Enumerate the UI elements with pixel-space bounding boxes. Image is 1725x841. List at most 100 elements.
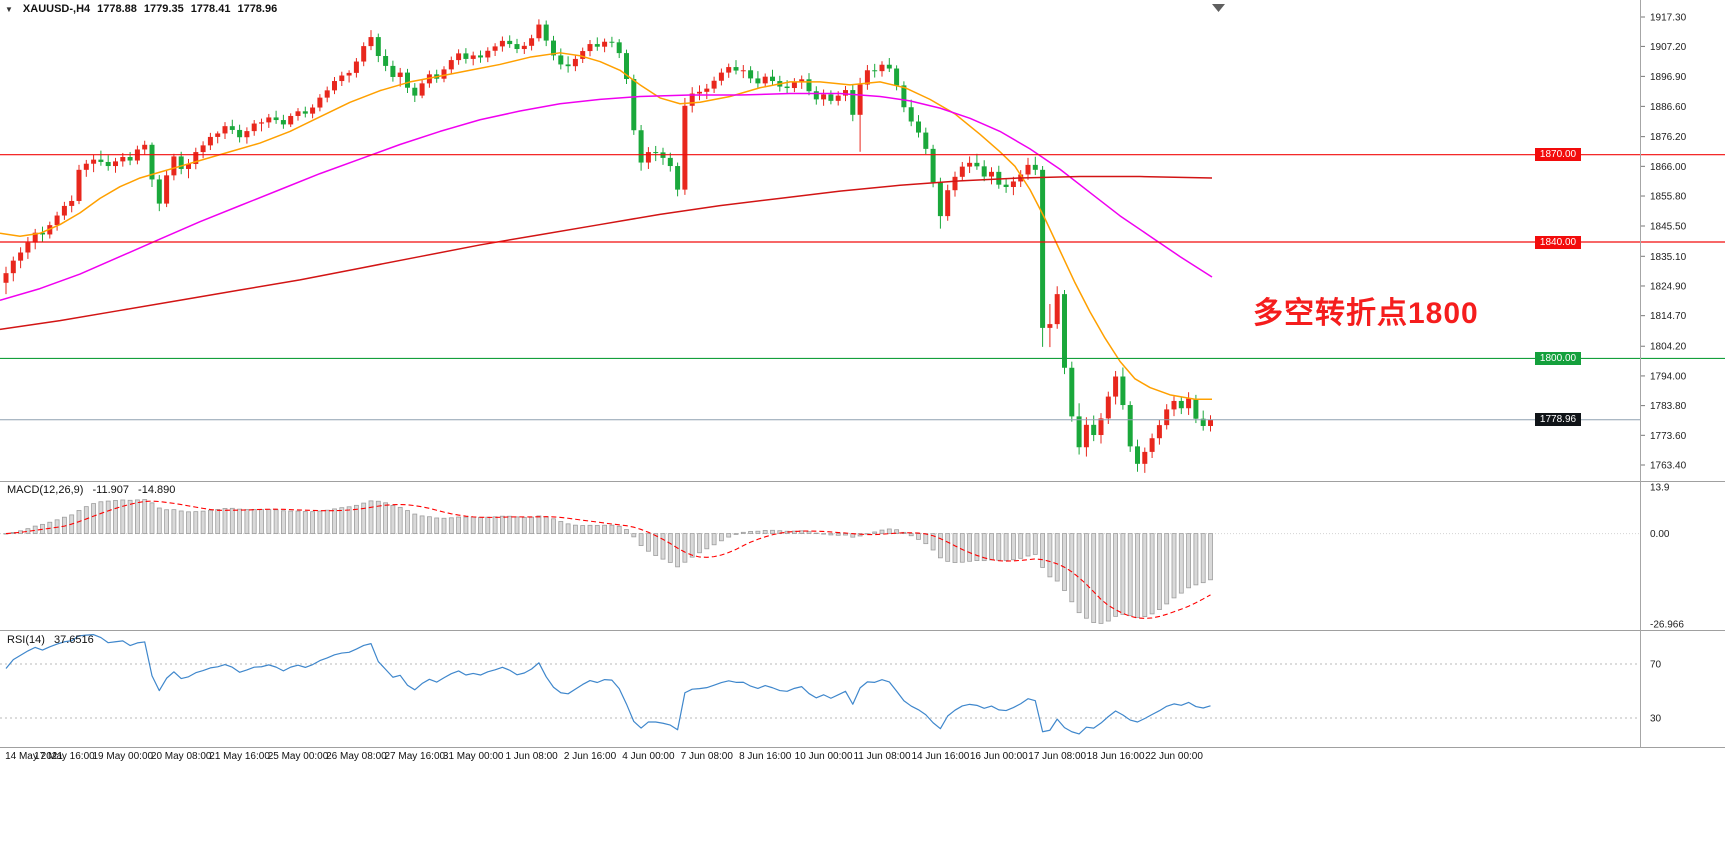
time-axis-label: 7 Jun 08:00 — [681, 751, 734, 762]
candle-up — [317, 97, 323, 108]
macd-histogram-bar — [280, 510, 286, 534]
macd-main-value: -11.907 — [92, 484, 129, 496]
candle-up — [1142, 451, 1148, 464]
candle-down — [390, 65, 396, 77]
symbol-period-label: XAUUSD-,H4 — [22, 3, 91, 15]
ma-slow-line — [0, 175, 1213, 331]
candle-up — [726, 67, 732, 73]
macd-axis-label: 0.00 — [1650, 529, 1670, 540]
macd-histogram-bar — [273, 509, 279, 534]
candle-up — [989, 171, 994, 177]
time-axis-label: 1 Jun 08:00 — [505, 751, 558, 762]
candle-down — [638, 130, 644, 163]
price-tick-label: 1845.50 — [1650, 222, 1687, 233]
symbol-dropdown-icon[interactable]: ▼ — [5, 4, 13, 14]
candle-up — [18, 252, 24, 261]
candle-up — [1208, 419, 1213, 426]
macd-histogram-bar — [894, 529, 899, 534]
candle-up — [353, 61, 359, 73]
candle-up — [959, 166, 965, 177]
candle-down — [609, 41, 615, 43]
candle-up — [1054, 294, 1060, 325]
macd-histogram-bar — [923, 533, 929, 545]
candle-up — [164, 175, 170, 204]
macd-histogram-bar — [1076, 533, 1082, 614]
chart-canvas[interactable]: 1917.30 1907.20 1896.90 1886.60 1876.20 1866.… — [0, 0, 1725, 763]
candle-down — [149, 144, 155, 180]
candle-down — [1069, 367, 1075, 417]
time-axis-label: 26 May 08:00 — [326, 751, 387, 762]
macd-histogram-bar — [1098, 533, 1104, 624]
candle-down — [974, 162, 980, 167]
macd-histogram-bar — [1193, 533, 1199, 586]
candle-down — [872, 70, 878, 72]
macd-histogram-bar — [974, 533, 980, 561]
candle-down — [784, 86, 790, 89]
macd-histogram-bar — [142, 499, 148, 534]
macd-histogram-bar — [149, 502, 155, 534]
candle-up — [580, 51, 586, 59]
macd-histogram-bar — [120, 499, 126, 534]
macd-histogram-bar — [317, 510, 323, 534]
candle-down — [565, 64, 571, 67]
macd-histogram-bar — [799, 530, 805, 534]
candle-down — [127, 157, 133, 161]
macd-histogram-bar — [675, 533, 680, 568]
candle-up — [32, 232, 38, 243]
ohlc-high: 1779.35 — [143, 3, 184, 15]
candle-up — [368, 37, 374, 47]
macd-histogram-bar — [32, 525, 38, 534]
time-axis-label: 17 May 16:00 — [34, 751, 95, 762]
macd-histogram-bar — [397, 506, 403, 534]
time-axis-label: 31 May 00:00 — [443, 751, 504, 762]
candle-up — [1164, 409, 1170, 426]
price-tick-label: 1783.80 — [1650, 401, 1687, 412]
price-tick-label: 1804.20 — [1650, 342, 1687, 353]
macd-histogram-bar — [938, 533, 943, 559]
macd-histogram-bar — [770, 529, 775, 534]
price-tick-label: 1866.00 — [1650, 162, 1687, 173]
candle-up — [689, 93, 695, 106]
candle-up — [441, 69, 447, 79]
macd-histogram-bar — [573, 524, 578, 534]
price-tick-label: 1855.80 — [1650, 192, 1687, 203]
candle-down — [302, 111, 308, 114]
macd-histogram-bar — [470, 516, 476, 534]
candle-up — [397, 72, 403, 77]
candle-down — [543, 24, 549, 41]
macd-histogram-bar — [959, 533, 965, 563]
macd-histogram-bar — [1032, 533, 1038, 555]
current-price-label: 1778.96 — [1535, 413, 1581, 426]
candle-up — [339, 75, 345, 82]
macd-histogram-bar — [843, 533, 848, 536]
candle-up — [697, 91, 702, 94]
macd-histogram-bar — [1171, 533, 1177, 599]
candle-up — [25, 242, 31, 253]
macd-histogram-bar — [719, 533, 724, 542]
candle-down — [405, 72, 410, 88]
candle-up — [835, 95, 841, 101]
candle-down — [156, 179, 162, 204]
candle-down — [558, 55, 564, 65]
time-axis-label: 17 Jun 08:00 — [1028, 751, 1086, 762]
macd-histogram-bar — [587, 524, 593, 534]
macd-histogram-bar — [353, 504, 359, 534]
macd-histogram-bar — [237, 508, 243, 534]
macd-histogram-bar — [886, 528, 892, 534]
candle-down — [755, 78, 761, 84]
macd-histogram-bar — [792, 530, 797, 534]
candle-down — [937, 182, 943, 217]
candle-down — [1062, 294, 1067, 368]
candle-up — [945, 190, 951, 217]
candle-up — [1098, 418, 1104, 436]
candle-down — [1091, 424, 1097, 436]
time-axis-label: 2 Jun 16:00 — [564, 751, 617, 762]
candle-up — [69, 200, 75, 206]
macd-histogram-bar — [91, 503, 96, 534]
rsi-panel: 70 30 — [0, 634, 1662, 735]
macd-histogram-bar — [952, 533, 958, 563]
candle-up — [704, 88, 710, 92]
macd-histogram-bar — [434, 517, 440, 534]
shift-marker-icon — [1212, 4, 1225, 12]
